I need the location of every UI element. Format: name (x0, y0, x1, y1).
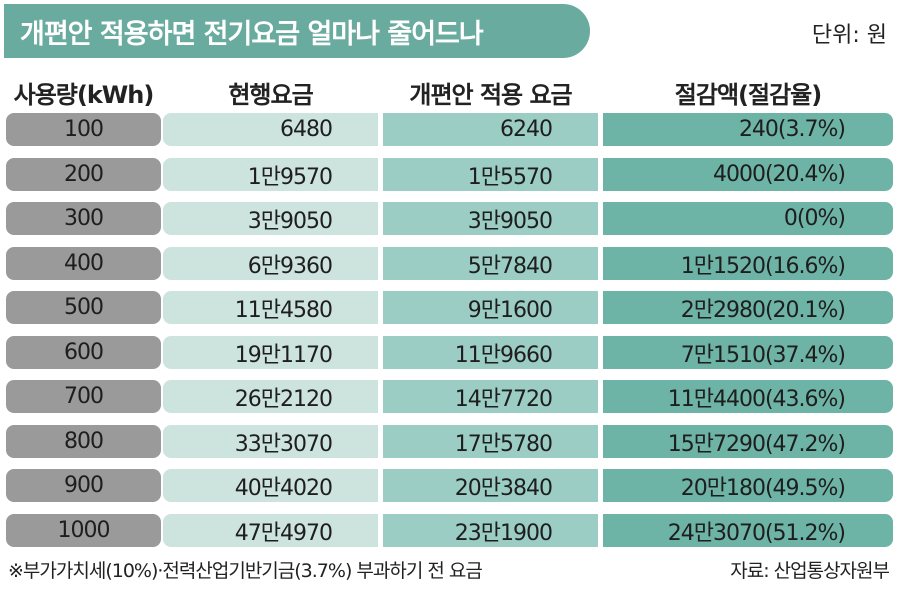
source-label: 자료: 산업통상자원부 (730, 560, 890, 582)
header-usage: 사용량(kWh) (13, 80, 155, 109)
table-row: 700 26만2120 14만7720 11만4400(43.6%) (0, 380, 901, 413)
table-row: 100 6480 6240 240(3.7%) (0, 113, 901, 146)
savings-cell: 240(3.7%) (603, 113, 893, 146)
current-rate-cell: 19만1170 (163, 336, 378, 369)
header-current-rate: 현행요금 (228, 80, 313, 109)
table-row: 1000 47만4970 23만1900 24만3070(51.2%) (0, 514, 901, 547)
savings-cell: 4000(20.4%) (603, 158, 893, 191)
savings-cell: 15만7290(47.2%) (603, 425, 893, 458)
savings-cell: 1만1520(16.6%) (603, 247, 893, 280)
chart-title: 개편안 적용하면 전기요금 얼마나 줄어드나 (20, 18, 484, 50)
usage-cell: 300 (6, 202, 161, 235)
savings-cell: 20만180(49.5%) (603, 469, 893, 502)
table-row: 400 6만9360 5만7840 1만1520(16.6%) (0, 247, 901, 280)
table-row: 600 19만1170 11만9660 7만1510(37.4%) (0, 336, 901, 369)
usage-cell: 1000 (6, 514, 161, 547)
usage-cell: 800 (6, 425, 161, 458)
unit-label: 단위: 원 (811, 23, 887, 48)
usage-cell: 400 (6, 247, 161, 280)
revised-rate-cell: 14만7720 (383, 380, 598, 413)
usage-cell: 100 (6, 113, 161, 146)
footnote: ※부가가치세(10%)·전력산업기반기금(3.7%) 부과하기 전 요금 (8, 560, 483, 582)
usage-cell: 500 (6, 291, 161, 324)
usage-cell: 600 (6, 336, 161, 369)
current-rate-cell: 3만9050 (163, 202, 378, 235)
header-revised-rate: 개편안 적용 요금 (409, 80, 572, 109)
savings-cell: 24만3070(51.2%) (603, 514, 893, 547)
current-rate-cell: 47만4970 (163, 514, 378, 547)
table-row: 300 3만9050 3만9050 0(0%) (0, 202, 901, 235)
current-rate-cell: 1만9570 (163, 158, 378, 191)
revised-rate-cell: 5만7840 (383, 247, 598, 280)
current-rate-cell: 33만3070 (163, 425, 378, 458)
savings-cell: 11만4400(43.6%) (603, 380, 893, 413)
current-rate-cell: 26만2120 (163, 380, 378, 413)
header-savings: 절감액(절감율) (674, 80, 822, 109)
revised-rate-cell: 17만5780 (383, 425, 598, 458)
table-row: 500 11만4580 9만1600 2만2980(20.1%) (0, 291, 901, 324)
current-rate-cell: 6만9360 (163, 247, 378, 280)
usage-cell: 700 (6, 380, 161, 413)
revised-rate-cell: 6240 (383, 113, 598, 146)
revised-rate-cell: 11만9660 (383, 336, 598, 369)
usage-cell: 200 (6, 158, 161, 191)
savings-cell: 2만2980(20.1%) (603, 291, 893, 324)
revised-rate-cell: 9만1600 (383, 291, 598, 324)
current-rate-cell: 11만4580 (163, 291, 378, 324)
usage-cell: 900 (6, 469, 161, 502)
title-banner: 개편안 적용하면 전기요금 얼마나 줄어드나 (4, 4, 590, 58)
current-rate-cell: 40만4020 (163, 469, 378, 502)
savings-cell: 0(0%) (603, 202, 893, 235)
savings-cell: 7만1510(37.4%) (603, 336, 893, 369)
table-header: 사용량(kWh) 현행요금 개편안 적용 요금 절감액(절감율) (0, 72, 901, 112)
revised-rate-cell: 23만1900 (383, 514, 598, 547)
revised-rate-cell: 1만5570 (383, 158, 598, 191)
revised-rate-cell: 20만3840 (383, 469, 598, 502)
table-row: 800 33만3070 17만5780 15만7290(47.2%) (0, 425, 901, 458)
current-rate-cell: 6480 (163, 113, 378, 146)
table-row: 900 40만4020 20만3840 20만180(49.5%) (0, 469, 901, 502)
table-row: 200 1만9570 1만5570 4000(20.4%) (0, 158, 901, 191)
revised-rate-cell: 3만9050 (383, 202, 598, 235)
